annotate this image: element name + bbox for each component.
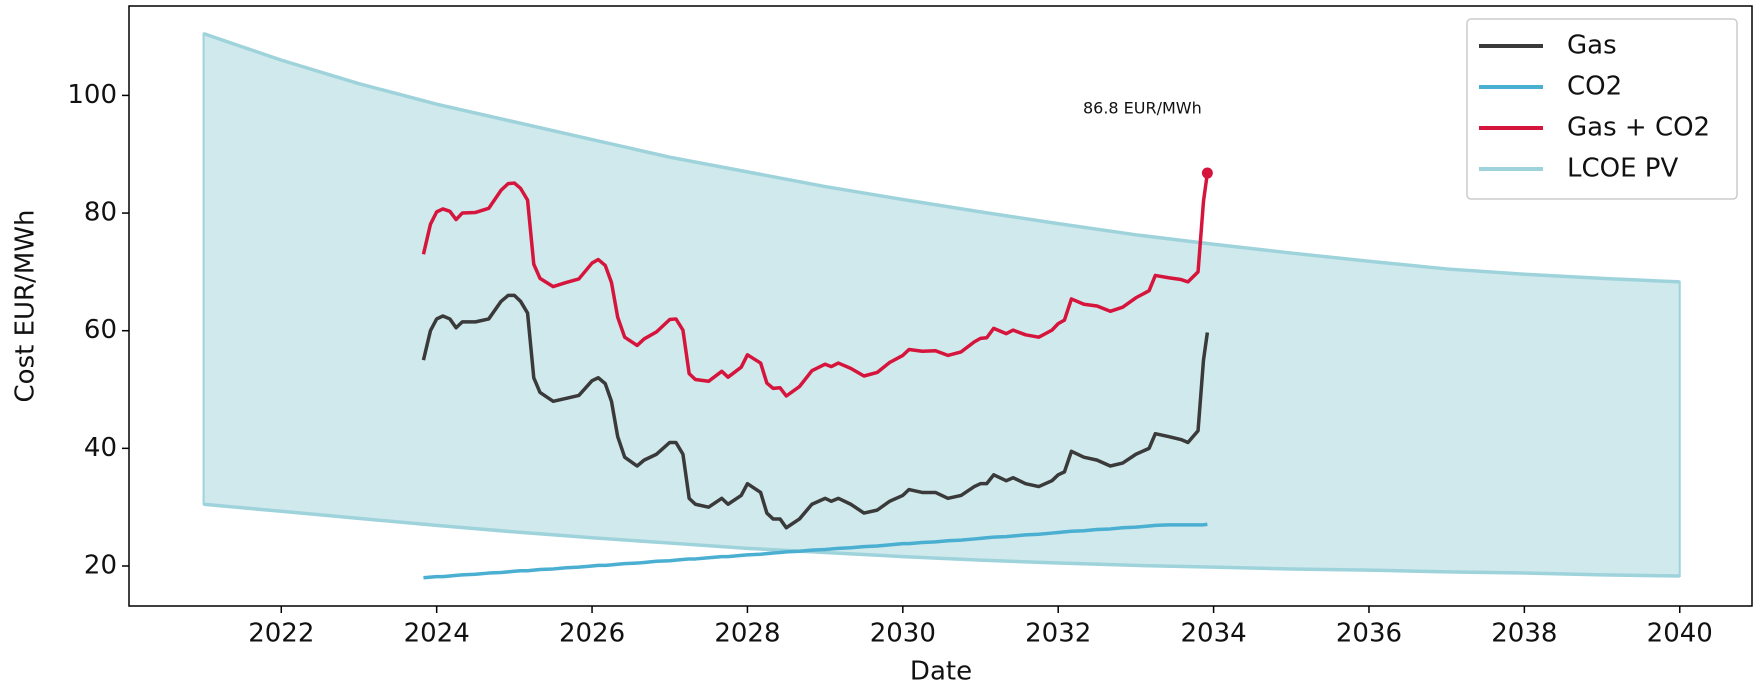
series-line [421,293,1210,530]
annotation: 86.8 EUR/MWh [1083,99,1202,118]
x-tick-label: 2038 [1491,619,1557,649]
x-axis-label: Date [910,657,972,687]
x-tick-label: 2030 [870,619,936,649]
end-marker [1201,167,1213,179]
x-tick-label: 2036 [1336,619,1402,649]
x-tick-label: 2028 [714,619,780,649]
legend-label: Gas + CO2 [1567,113,1710,143]
y-axis-label: Cost EUR/MWh [11,210,41,403]
y-tick-label: 40 [84,433,117,463]
legend-label: CO2 [1567,72,1622,102]
x-tick-label: 2032 [1025,619,1091,649]
x-tick-label: 2024 [404,619,470,649]
band-upper [203,31,1680,284]
band-lower [203,502,1680,578]
y-tick-label: 80 [84,198,117,228]
legend-box [1466,18,1738,200]
x-tick-label: 2026 [559,619,625,649]
x-tick-label: 2034 [1181,619,1247,649]
y-tick-label: 100 [67,80,117,110]
x-tick-label: 2022 [248,619,314,649]
y-tick-label: 60 [84,315,117,345]
plot-frame [128,5,1753,607]
y-tick-label: 20 [84,551,117,581]
x-tick-label: 2040 [1647,619,1713,649]
series-line [423,522,1208,580]
legend-label: Gas [1567,31,1617,61]
legend-label: LCOE PV [1567,154,1678,184]
series-line [421,172,1210,398]
